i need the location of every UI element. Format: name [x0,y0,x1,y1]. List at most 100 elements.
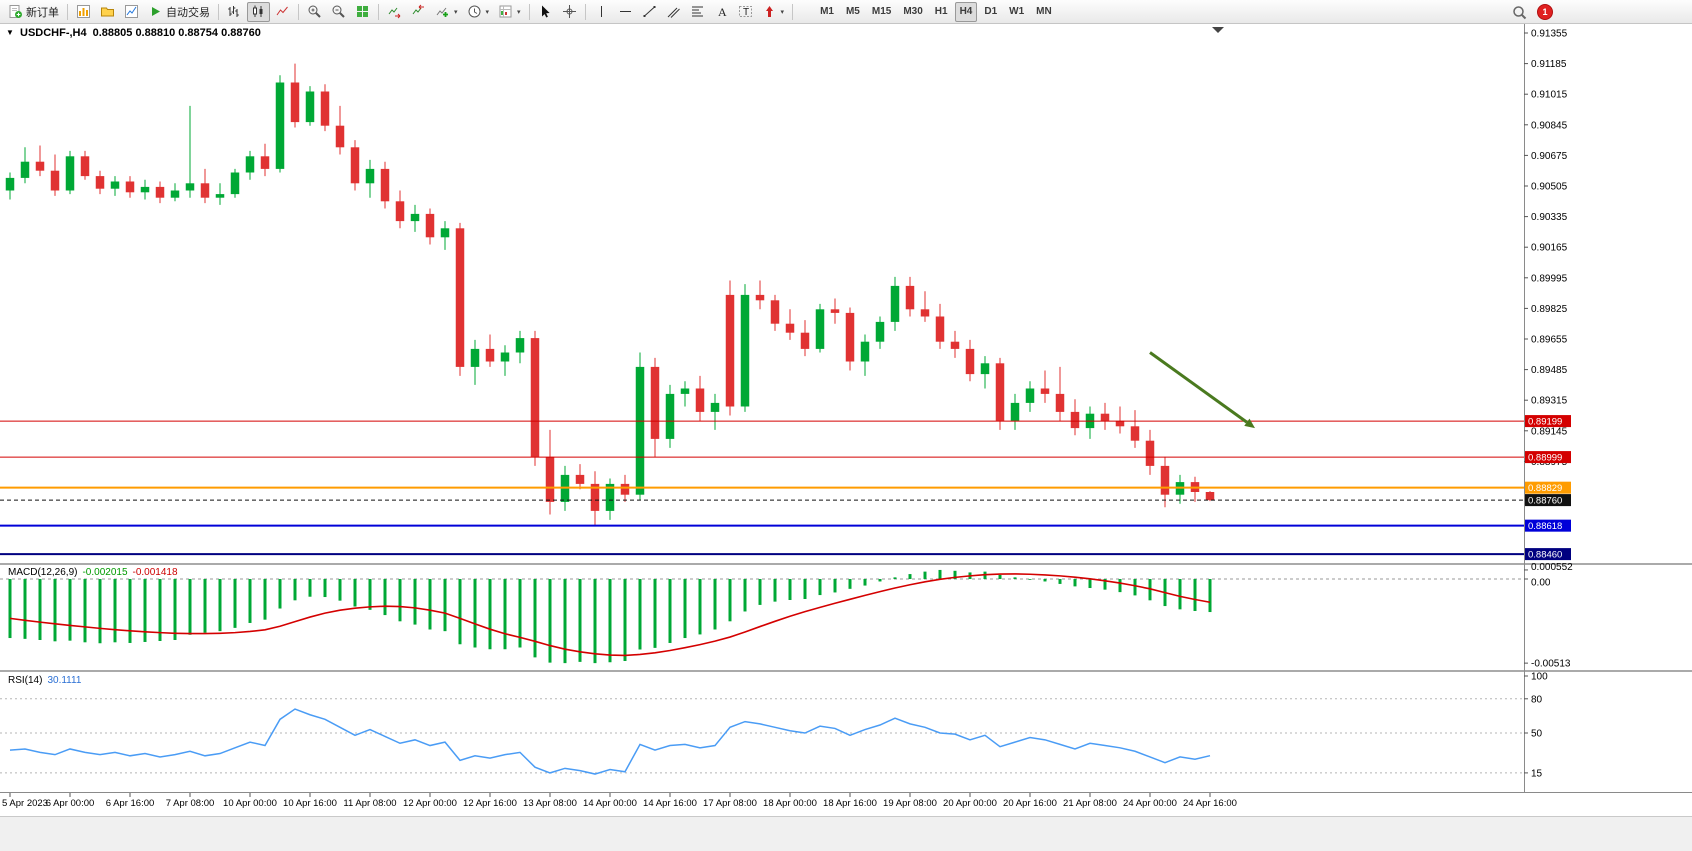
svg-text:15: 15 [1531,768,1543,779]
horizontal-lines: 0.89199 0.88999 0.88829 0.88760 0.88618 0.884… [0,415,1571,561]
svg-text:10 Apr 00:00: 10 Apr 00:00 [223,798,277,809]
chart-shift-button[interactable] [407,2,430,22]
timeframe-mn[interactable]: MN [1031,2,1057,22]
svg-text:100: 100 [1531,672,1548,683]
vertical-line-icon [600,6,602,17]
search-button[interactable] [1508,2,1531,22]
templates-icon [499,5,512,18]
auto-scroll-button[interactable] [383,2,406,22]
svg-text:0.89315: 0.89315 [1531,396,1568,407]
clock-icon [468,5,481,18]
bar-chart-button[interactable] [223,2,246,22]
svg-text:24 Apr 16:00: 24 Apr 16:00 [1183,798,1237,809]
toolbar-separator [298,3,299,20]
zoom-in-button[interactable] [303,2,326,22]
svg-text:6 Apr 00:00: 6 Apr 00:00 [46,798,95,809]
autotrading-label: 自动交易 [166,6,210,19]
svg-text:0.90165: 0.90165 [1531,243,1568,254]
timeframe-m1[interactable]: M1 [815,2,839,22]
line-chart-button[interactable] [271,2,294,22]
vertical-line-button[interactable] [590,2,613,22]
autotrading-icon [152,7,160,16]
profiles-button[interactable] [96,2,119,22]
timeframe-h1[interactable]: H1 [930,2,953,22]
new-chart-button[interactable] [72,2,95,22]
equidistant-channel-button[interactable] [662,2,685,22]
svg-text:0.90845: 0.90845 [1531,120,1568,131]
timeframe-w1[interactable]: W1 [1004,2,1029,22]
text-button[interactable]: A [710,2,733,22]
svg-text:0.89995: 0.89995 [1531,273,1568,284]
timeframe-d1[interactable]: D1 [979,2,1002,22]
arrow-shape-icon [765,6,773,17]
cursor-icon [541,5,550,18]
horizontal-line-icon [619,11,631,12]
chevron-down-icon: ▾ [485,7,490,16]
svg-text:19 Apr 08:00: 19 Apr 08:00 [883,798,937,809]
indicators-button[interactable]: ▾ [431,2,462,22]
zoom-in-icon [308,5,321,18]
svg-text:21 Apr 08:00: 21 Apr 08:00 [1063,798,1117,809]
svg-text:80: 80 [1531,694,1543,705]
svg-text:-0.00513: -0.00513 [1531,659,1571,670]
text-icon: A [718,5,727,19]
svg-text:5 Apr 2023: 5 Apr 2023 [2,798,48,809]
channel-icon [667,7,680,18]
arrows-button[interactable]: ▾ [758,2,789,22]
templates-button[interactable]: ▾ [494,2,525,22]
timeframe-m30[interactable]: M30 [898,2,927,22]
svg-text:14 Apr 00:00: 14 Apr 00:00 [583,798,637,809]
macd-signal-line [9,573,1211,657]
svg-text:17 Apr 08:00: 17 Apr 08:00 [703,798,757,809]
svg-text:0.90335: 0.90335 [1531,212,1568,223]
price-axis: 0.91355 0.91185 0.91015 0.90845 0.90675 0.905… [1524,29,1568,468]
zoom-out-button[interactable] [327,2,350,22]
new-order-button[interactable]: 新订单 [4,2,63,22]
svg-text:T: T [743,7,749,18]
svg-text:18 Apr 16:00: 18 Apr 16:00 [823,798,877,809]
one-click-trading-toggle[interactable]: ▼ [6,28,14,37]
indicator-level-lines [0,578,1524,774]
svg-text:0.88999: 0.88999 [1528,453,1562,464]
svg-text:0.90505: 0.90505 [1531,182,1568,193]
timeframe-h4[interactable]: H4 [954,1,978,22]
svg-text:0.90675: 0.90675 [1531,151,1568,162]
text-label-icon: T [738,6,752,18]
svg-text:0.89145: 0.89145 [1531,426,1568,437]
macd-axis: 0.000552 0.00 -0.00513 [1524,562,1573,670]
autotrading-button[interactable]: 自动交易 [144,2,214,22]
svg-text:0.00: 0.00 [1531,578,1551,589]
trend-arrow-object[interactable] [1149,351,1255,429]
svg-text:11 Apr 08:00: 11 Apr 08:00 [343,798,396,809]
crosshair-button[interactable] [558,2,581,22]
toolbar: 新订单 自动交易 ▾ ▾ [0,0,1692,24]
candlestick-icon [253,5,263,17]
crosshair-icon [562,5,576,18]
periods-button[interactable]: ▾ [463,2,494,22]
cursor-button[interactable] [534,2,557,22]
zoom-out-icon [332,5,345,18]
timeframe-m5[interactable]: M5 [841,2,865,22]
svg-text:50: 50 [1531,729,1543,740]
timeframe-m15[interactable]: M15 [867,2,896,22]
panel-frame [0,24,1692,793]
text-label-button[interactable]: T [734,2,757,22]
profiles-icon [101,7,114,17]
macd-histogram [8,569,1212,664]
tile-windows-button[interactable] [351,2,374,22]
trendline-button[interactable] [638,2,661,22]
search-icon [1513,5,1527,19]
toolbar-separator [218,3,219,20]
svg-text:13 Apr 08:00: 13 Apr 08:00 [523,798,577,809]
candlestick-chart-button[interactable] [247,1,270,22]
notification-badge[interactable]: 1 [1537,4,1553,20]
svg-text:0.88760: 0.88760 [1528,496,1562,507]
svg-text:20 Apr 00:00: 20 Apr 00:00 [943,798,997,809]
toolbar-right: 1 [1508,2,1553,22]
horizontal-line-button[interactable] [614,2,637,22]
svg-text:0.91185: 0.91185 [1531,59,1567,70]
fibonacci-button[interactable] [686,2,709,22]
market-watch-button[interactable] [120,2,143,22]
svg-text:12 Apr 00:00: 12 Apr 00:00 [403,798,457,809]
line-chart-icon [276,6,288,16]
